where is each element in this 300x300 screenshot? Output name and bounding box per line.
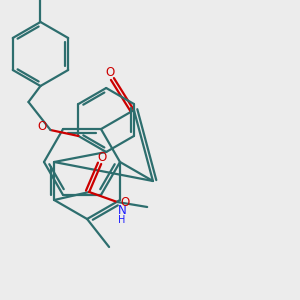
Text: O: O (98, 151, 107, 164)
Text: O: O (121, 196, 130, 208)
Text: O: O (38, 119, 47, 133)
Text: H: H (118, 215, 126, 225)
Text: N: N (118, 203, 126, 217)
Text: O: O (105, 66, 115, 79)
